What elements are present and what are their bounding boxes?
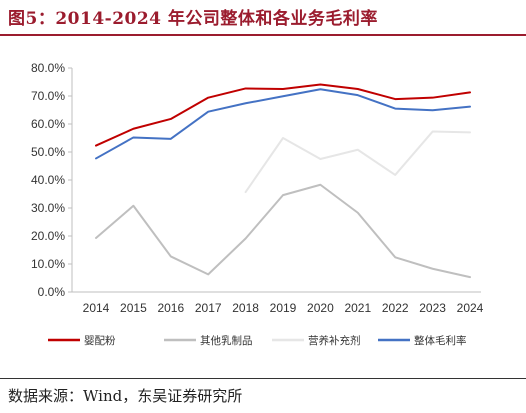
y-tick-label: 0.0%: [38, 285, 66, 299]
x-tick-label: 2014: [83, 301, 110, 315]
x-tick-label: 2015: [120, 301, 147, 315]
source-note: 数据来源：Wind，东吴证券研究所: [8, 387, 243, 405]
y-tick-label: 20.0%: [31, 229, 65, 243]
chart-series: [95, 83, 471, 279]
chart-axes: 0.0% 10.0% 20.0% 30.0% 40.0% 50.0% 60.0% 70.0% 8…: [31, 61, 484, 315]
y-tick-label: 30.0%: [31, 201, 65, 215]
title-underline: [0, 34, 526, 36]
chart-legend: 婴配粉 其他乳制品 营养补充剂 整体毛利率: [48, 334, 467, 347]
series-line-1: [95, 183, 471, 279]
series-line-3: [95, 88, 471, 160]
legend-label-2: 营养补充剂: [308, 334, 361, 347]
x-tick-label: 2018: [232, 301, 259, 315]
series-line-2: [244, 130, 471, 194]
y-tick-label: 50.0%: [31, 145, 65, 159]
y-tick-label: 10.0%: [31, 257, 65, 271]
line-chart: 0.0% 10.0% 20.0% 30.0% 40.0% 50.0% 60.0% 70.0% 8…: [31, 61, 484, 347]
legend-label-1: 其他乳制品: [200, 334, 253, 347]
x-tick-label: 2021: [344, 301, 371, 315]
series-line-0: [95, 83, 471, 147]
x-tick-label: 2024: [457, 301, 484, 315]
legend-label-0: 婴配粉: [84, 334, 116, 347]
x-tick-label: 2016: [157, 301, 184, 315]
x-tick-label: 2020: [307, 301, 334, 315]
y-tick-label: 40.0%: [31, 173, 65, 187]
y-tick-label: 80.0%: [31, 61, 65, 75]
chart-title: 图5：2014-2024 年公司整体和各业务毛利率: [8, 9, 378, 29]
legend-label-3: 整体毛利率: [414, 334, 467, 347]
source-divider: [0, 378, 526, 379]
x-tick-label: 2023: [419, 301, 446, 315]
x-tick-label: 2019: [270, 301, 297, 315]
y-tick-label: 70.0%: [31, 89, 65, 103]
x-tick-label: 2017: [195, 301, 222, 315]
y-tick-label: 60.0%: [31, 117, 65, 131]
x-tick-label: 2022: [382, 301, 409, 315]
